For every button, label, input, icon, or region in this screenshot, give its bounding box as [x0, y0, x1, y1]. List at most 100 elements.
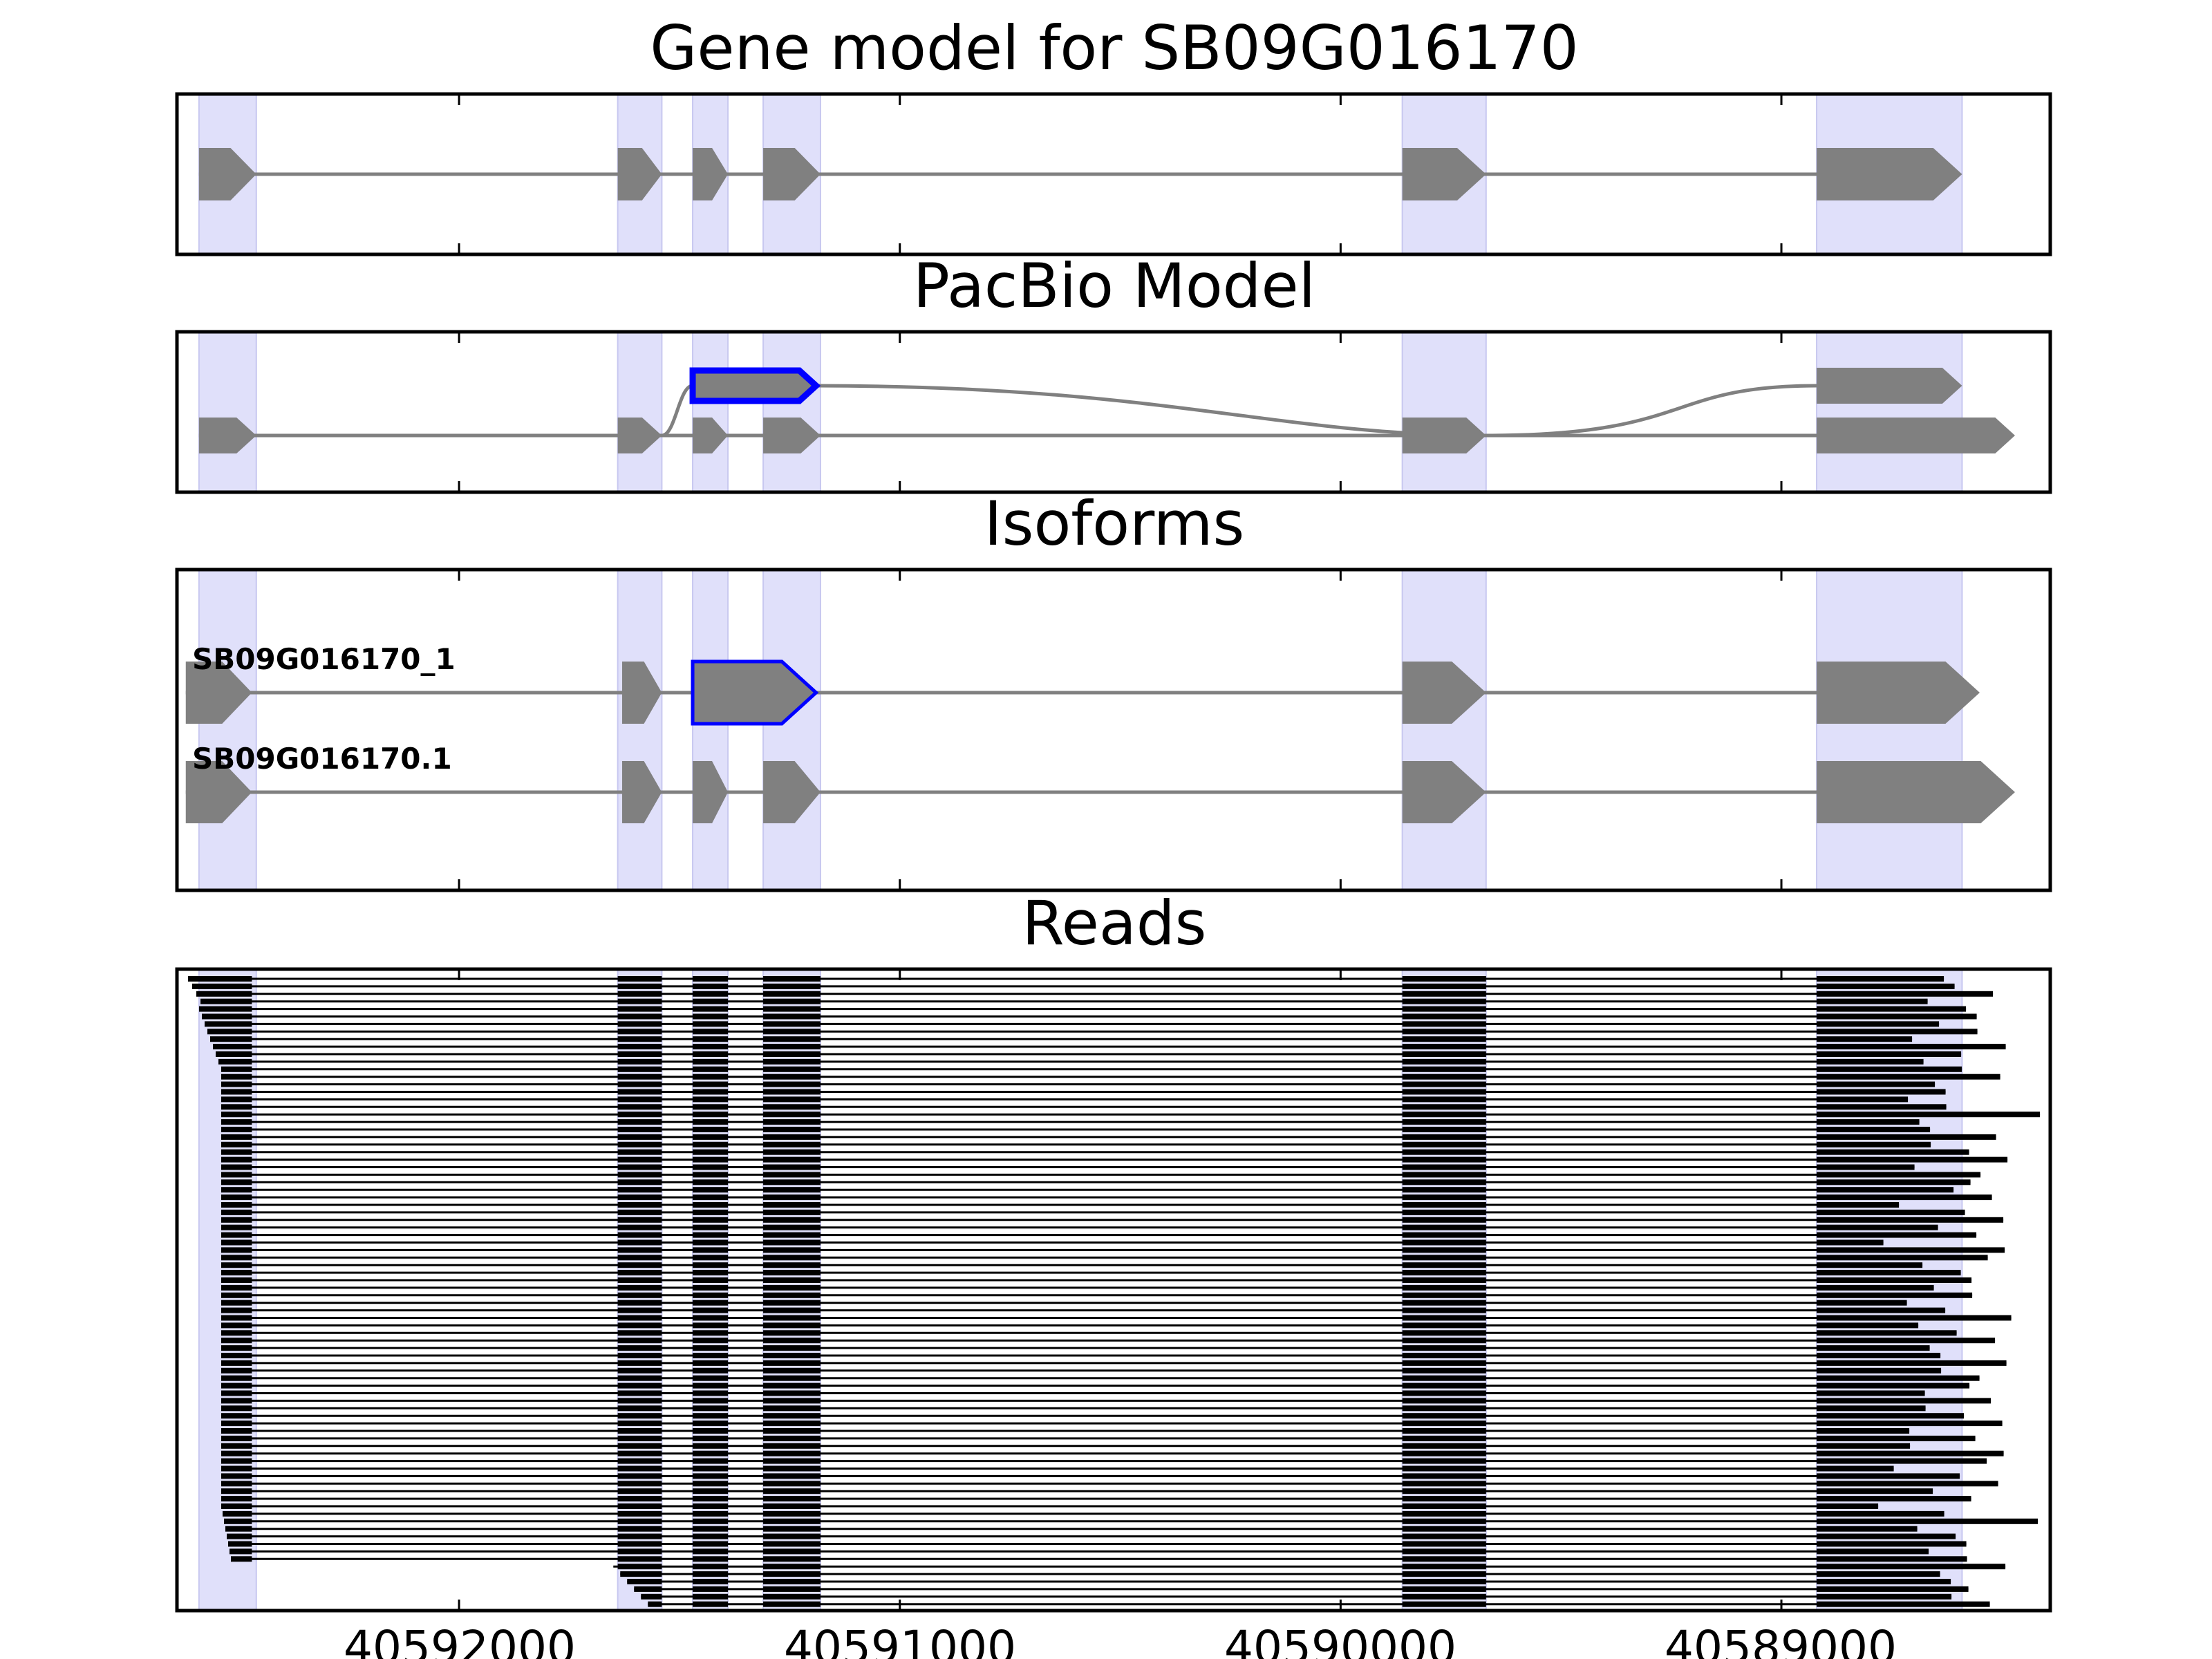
read-70 [221, 1496, 1971, 1502]
read-58-exon-3 [693, 1405, 729, 1412]
highlight-band-1 [198, 569, 257, 891]
read-56-exon-2 [617, 1390, 662, 1396]
read-23-exon-4 [763, 1141, 821, 1147]
read-79-exon-5 [1402, 1564, 1486, 1570]
read-83-exon-4 [763, 1593, 821, 1600]
read-84-exon-4 [763, 1601, 821, 1607]
read-48 [221, 1330, 1957, 1336]
read-75-exon-4 [763, 1533, 821, 1539]
read-82-exon-5 [1402, 1586, 1486, 1592]
read-68-exon-4 [763, 1481, 821, 1487]
read-52-exon-3 [693, 1360, 729, 1366]
read-12-exon-4 [763, 1058, 821, 1065]
read-35-exon-first [221, 1232, 252, 1238]
read-55-exon-2 [617, 1382, 662, 1389]
read-76-exon-first [228, 1541, 252, 1547]
gene-exon-5 [1402, 148, 1486, 200]
read-44-exon-4 [763, 1300, 821, 1306]
read-13-exon-first [221, 1066, 252, 1072]
read-76-exon-2 [617, 1541, 662, 1547]
isoform-2-exon-1 [185, 761, 252, 823]
read-12-exon-first [218, 1058, 252, 1065]
read-24-exon-last [1817, 1149, 1969, 1155]
read-24 [221, 1149, 1969, 1155]
read-79-exon-last [1817, 1564, 2006, 1570]
read-37-exon-4 [763, 1247, 821, 1253]
read-55-exon-4 [763, 1382, 821, 1389]
read-60 [221, 1421, 2003, 1427]
isoform-2-exon-3 [693, 761, 729, 823]
read-76-exon-4 [763, 1541, 821, 1547]
read-36-exon-3 [693, 1239, 729, 1246]
read-28-exon-5 [1402, 1179, 1486, 1185]
read-23-exon-3 [693, 1141, 729, 1147]
read-59-exon-first [221, 1413, 252, 1419]
isoforms-panel: SB09G016170_1 SB09G016170.1 [175, 568, 2052, 892]
read-29-exon-4 [763, 1187, 821, 1193]
read-21-exon-first [221, 1127, 252, 1132]
read-80-exon-5 [1402, 1571, 1486, 1577]
read-71-exon-4 [763, 1503, 821, 1509]
read-42-exon-4 [763, 1284, 821, 1291]
isoform-label-1: SB09G016170_1 [192, 642, 456, 676]
read-33-exon-4 [763, 1217, 821, 1223]
read-45-exon-5 [1402, 1307, 1486, 1313]
read-30-exon-3 [693, 1194, 729, 1201]
read-71-exon-2 [617, 1503, 662, 1509]
read-9 [210, 1036, 1913, 1042]
read-73-exon-4 [763, 1518, 821, 1524]
read-37 [221, 1247, 2005, 1253]
read-27-exon-4 [763, 1172, 821, 1178]
read-39 [221, 1262, 1923, 1268]
read-59-exon-4 [763, 1413, 821, 1419]
isoform-1-exon-3 [691, 659, 819, 726]
read-65-exon-first [221, 1458, 252, 1464]
read-42-exon-5 [1402, 1284, 1486, 1291]
read-4-exon-2 [617, 998, 662, 1004]
read-29-exon-last [1817, 1187, 1954, 1193]
read-2-exon-4 [763, 983, 821, 989]
read-40-exon-last [1817, 1270, 1961, 1276]
read-56-exon-3 [693, 1390, 729, 1396]
read-8-exon-2 [617, 1029, 662, 1035]
read-35-exon-2 [617, 1232, 662, 1238]
read-40-exon-2 [617, 1270, 662, 1276]
read-82-exon-last [1817, 1586, 1969, 1592]
read-15-exon-4 [763, 1081, 821, 1087]
read-23-exon-2 [617, 1141, 662, 1147]
read-17-exon-3 [693, 1096, 729, 1103]
read-63-exon-5 [1402, 1443, 1486, 1449]
read-62-exon-4 [763, 1435, 821, 1441]
highlight-band-2 [617, 569, 663, 891]
read-39-exon-5 [1402, 1262, 1486, 1268]
read-49-exon-last [1817, 1338, 1996, 1344]
read-59-exon-3 [693, 1413, 729, 1419]
read-28-exon-4 [763, 1179, 821, 1185]
read-62-exon-last [1817, 1435, 1976, 1441]
read-48-exon-5 [1402, 1330, 1486, 1336]
read-54-exon-2 [617, 1375, 662, 1381]
read-16-exon-2 [617, 1089, 662, 1095]
read-11-exon-first [216, 1051, 252, 1057]
pacbio-branch-curve-left [661, 384, 693, 438]
read-43-exon-5 [1402, 1292, 1486, 1298]
read-74-exon-5 [1402, 1526, 1486, 1532]
read-16-exon-first [221, 1089, 252, 1095]
read-3 [196, 991, 1994, 997]
isoform-2-exon-5 [1402, 761, 1486, 823]
read-26-exon-4 [763, 1164, 821, 1170]
read-13-exon-3 [693, 1066, 729, 1072]
read-69-exon-3 [693, 1488, 729, 1494]
read-66-exon-4 [763, 1465, 821, 1472]
read-21 [221, 1127, 1931, 1132]
read-59-exon-5 [1402, 1413, 1486, 1419]
read-51-exon-last [1817, 1353, 1941, 1358]
read-68-exon-5 [1402, 1481, 1486, 1487]
read-77-exon-3 [693, 1548, 729, 1555]
read-8-exon-first [207, 1029, 252, 1035]
read-53-exon-2 [617, 1367, 662, 1374]
gene-exon-2 [617, 148, 662, 200]
read-47-exon-last [1817, 1322, 1919, 1329]
read-74-exon-last [1817, 1526, 1918, 1532]
read-38-exon-first [221, 1255, 252, 1261]
